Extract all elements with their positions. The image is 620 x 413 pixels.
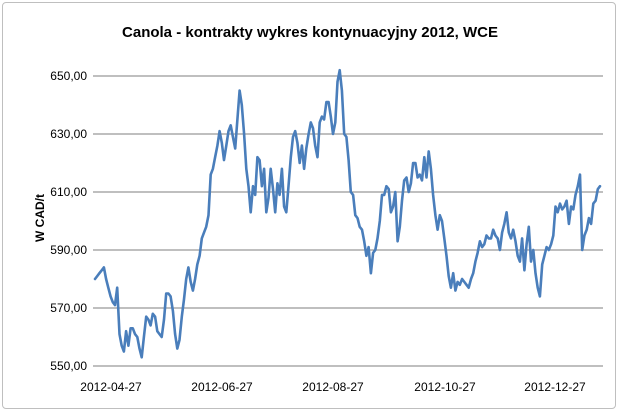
x-ticks: 2012-04-27 2012-06-27 2012-08-27 2012-10-27…	[80, 380, 586, 394]
y-ticks: 550,00 570,00 590,00 610,00 630,00 650,00	[50, 69, 87, 373]
y-tick-label: 610,00	[50, 185, 87, 199]
series	[93, 68, 602, 359]
series-line	[93, 68, 602, 359]
y-tick-label: 550,00	[50, 359, 87, 373]
x-tick-label: 2012-08-27	[302, 380, 364, 394]
y-tick-label: 570,00	[50, 301, 87, 315]
x-tick-label: 2012-12-27	[524, 380, 586, 394]
gridlines	[93, 75, 603, 367]
y-tick-label: 590,00	[50, 243, 87, 257]
chart-title: Canola - kontrakty wykres kontynuacyjny …	[122, 24, 498, 41]
chart-frame	[2, 2, 616, 409]
y-axis-label: W CAD/t	[33, 194, 47, 242]
y-tick-label: 630,00	[50, 127, 87, 141]
x-tick-label: 2012-06-27	[191, 380, 253, 394]
x-tick-label: 2012-10-27	[414, 380, 476, 394]
x-tick-label: 2012-04-27	[80, 380, 142, 394]
y-tick-label: 650,00	[50, 69, 87, 83]
